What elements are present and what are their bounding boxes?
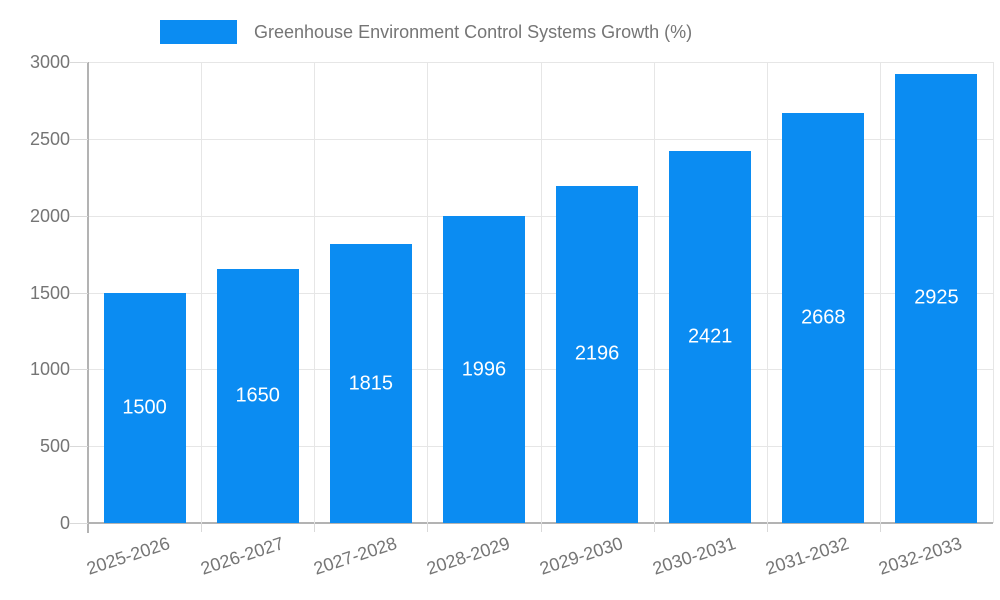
gridline-vertical	[653, 62, 655, 523]
x-axis-tick-label: 2026-2027	[197, 533, 286, 579]
y-axis-tick	[70, 292, 88, 294]
gridline-vertical	[540, 62, 542, 523]
x-axis-tick-label: 2027-2028	[310, 533, 399, 579]
y-axis-tick	[70, 138, 88, 140]
x-axis-tick	[540, 523, 542, 532]
gridline-vertical	[879, 62, 881, 523]
bar	[442, 216, 525, 523]
y-axis-tick-label: 1500	[29, 282, 70, 303]
x-axis-tick	[653, 523, 655, 532]
y-axis-tick	[70, 446, 88, 448]
bar-value-label: 1500	[122, 396, 167, 419]
bar-value-label: 2421	[687, 325, 733, 348]
y-axis-tick-label: 3000	[29, 52, 70, 72]
x-axis-tick-label: 2028-2029	[424, 533, 513, 579]
x-axis-tick	[766, 523, 768, 532]
x-axis-tick	[314, 523, 316, 532]
y-axis-tick-label: 1000	[29, 359, 70, 380]
bar	[782, 113, 865, 523]
gridline-vertical	[766, 62, 768, 523]
gridline-vertical	[427, 62, 429, 523]
gridline-vertical	[201, 62, 203, 523]
y-axis-tick	[70, 523, 88, 524]
y-axis-tick-label: 0	[59, 513, 70, 533]
bar	[556, 185, 639, 523]
x-axis-tick-label: 2030-2031	[650, 533, 739, 579]
x-axis-tick-label: 2025-2026	[84, 533, 173, 579]
y-axis-tick-label: 2500	[29, 128, 70, 149]
y-axis-tick	[70, 62, 88, 63]
y-axis-line	[87, 62, 89, 533]
legend-swatch	[160, 20, 237, 44]
x-axis-tick	[427, 523, 429, 532]
x-axis-tick-label: 2031-2032	[763, 533, 852, 579]
gridline-vertical	[314, 62, 316, 523]
y-axis-tick	[70, 215, 88, 217]
y-axis-tick	[70, 369, 88, 371]
x-axis-tick-label: 2032-2033	[876, 533, 965, 579]
plot-area: 1500 1650 1815 1996 2196 2421 2668 2925	[87, 62, 994, 533]
bar	[216, 269, 299, 523]
bar-value-label: 2668	[801, 306, 846, 329]
x-axis-tick	[201, 523, 203, 532]
bar	[329, 244, 412, 523]
bar	[669, 150, 752, 523]
y-axis-tick-label: 500	[39, 436, 70, 457]
chart-legend: Greenhouse Environment Control Systems G…	[160, 20, 692, 44]
bar-value-label: 1996	[461, 358, 507, 381]
bar	[895, 73, 978, 523]
legend-label: Greenhouse Environment Control Systems G…	[254, 21, 693, 42]
x-axis-tick	[879, 523, 881, 532]
bar-value-label: 1650	[235, 384, 280, 407]
bar-value-label: 2196	[574, 342, 620, 365]
x-axis-tick-label: 2029-2030	[537, 533, 626, 579]
bar-value-label: 1815	[348, 372, 394, 395]
gridline-vertical	[993, 62, 994, 523]
y-axis-tick-label: 2000	[29, 205, 70, 226]
bar	[103, 292, 186, 523]
bar-value-label: 2925	[914, 286, 959, 309]
